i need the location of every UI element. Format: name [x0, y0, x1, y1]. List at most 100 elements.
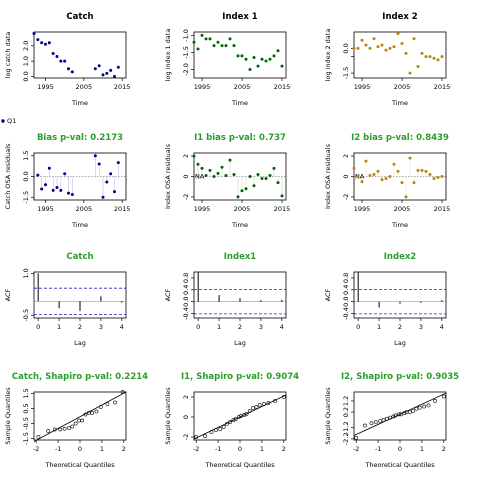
y-axis-label: log index 2 data [324, 29, 332, 82]
x-tick-label: 0 [356, 323, 360, 331]
x-tick-label: 2 [122, 445, 126, 453]
data-point [51, 51, 55, 55]
y-tick-label: 1.5 [22, 388, 30, 398]
data-point [105, 180, 109, 184]
qq-point [77, 418, 81, 423]
x-axis-label: Time [391, 221, 408, 229]
qq-point [378, 419, 383, 423]
qq-point [397, 412, 401, 417]
x-tick-label: 2 [442, 445, 446, 453]
qq-point [407, 410, 412, 414]
data-point [400, 42, 404, 45]
qq-point [433, 399, 437, 403]
y-tick-label: 0.0 [342, 297, 350, 307]
data-point [59, 188, 63, 192]
chart-title: I1, Shapiro p-val: 0.9074 [181, 372, 299, 382]
qq-point [388, 415, 393, 420]
data-point [70, 70, 74, 74]
x-tick-label: 4 [120, 323, 124, 331]
data-point [408, 156, 412, 160]
data-point [408, 71, 412, 75]
x-tick-label: 1 [100, 445, 104, 453]
data-point [268, 57, 272, 61]
qq-point [80, 418, 85, 423]
y-tick-label: -2 [182, 194, 190, 200]
qq-point [257, 403, 262, 407]
x-tick-label: 2005 [76, 205, 93, 213]
data-point [109, 172, 113, 176]
qq-point [411, 409, 416, 413]
data-point [32, 32, 36, 36]
panel-index2-qq: I2, Shapiro p-val: 0.9035 Theoretical Qua… [324, 372, 459, 469]
data-point [416, 65, 420, 68]
qq-point [83, 412, 88, 417]
y-tick-label: -1.5 [22, 432, 30, 445]
data-point [392, 45, 396, 49]
x-tick-label: -1 [215, 445, 221, 453]
chart-title: Catch [66, 252, 93, 262]
y-tick-label: -0.5 [22, 309, 30, 322]
data-point [256, 64, 260, 68]
data-point [216, 171, 220, 175]
x-tick-label: 2015 [274, 205, 291, 213]
data-point [384, 48, 388, 52]
qq-point [399, 412, 403, 417]
data-point [232, 44, 236, 48]
data-point [97, 64, 101, 68]
qq-point [94, 409, 99, 414]
y-tick-label: 0 [342, 174, 350, 178]
y-axis-label: Sample Quantiles [4, 387, 12, 445]
y-tick-label: -0.4 [342, 307, 350, 320]
data-point [244, 187, 248, 191]
y-tick-label: 0.0 [22, 71, 30, 81]
y-axis-label: log index 1 data [164, 29, 172, 82]
x-tick-label: 3 [259, 323, 263, 331]
data-point [192, 40, 196, 44]
data-point [224, 44, 228, 48]
data-point [368, 46, 372, 50]
data-point [352, 166, 356, 170]
y-axis-label: ACF [164, 288, 172, 301]
data-point [372, 172, 376, 176]
data-point [44, 42, 47, 46]
panel-index1-qq: I1, Shapiro p-val: 0.9074 Theoretical Qua… [164, 372, 299, 469]
x-tick-label: 1 [260, 445, 264, 453]
x-tick-label: 0 [238, 445, 242, 453]
qq-point [402, 411, 407, 416]
chart-title: Bias p-val: 0.2173 [37, 133, 123, 143]
data-point [380, 43, 384, 47]
y-tick-label: 0 [182, 415, 190, 419]
data-point [244, 57, 248, 61]
data-point [212, 175, 216, 178]
data-point [116, 161, 120, 165]
x-tick-label: 1995 [37, 83, 54, 91]
data-point [47, 166, 51, 170]
x-axis-label: Time [71, 221, 88, 229]
data-point [360, 180, 364, 184]
data-point [93, 67, 97, 71]
data-point [280, 64, 284, 68]
y-tick-label: 0.8 [342, 273, 350, 283]
qq-point [113, 400, 117, 405]
x-tick-label: 2 [398, 323, 402, 331]
data-point [63, 172, 67, 176]
data-point [105, 71, 109, 75]
data-point [268, 173, 272, 177]
y-tick-label: 2 [182, 395, 190, 399]
y-axis-label: Sample Quantiles [164, 387, 172, 445]
x-tick-label: 2015 [114, 83, 131, 91]
y-tick-label: -1.5 [22, 191, 30, 204]
data-point [256, 172, 260, 176]
y-tick-label: 2.0 [22, 41, 30, 51]
x-tick-label: -2 [33, 445, 39, 453]
qq-point [381, 418, 386, 422]
data-point [280, 194, 284, 198]
data-point [204, 173, 208, 177]
data-point [67, 191, 70, 195]
data-point [97, 162, 101, 166]
x-tick-label: 1 [217, 323, 221, 331]
x-axis-label: Time [71, 99, 88, 107]
data-point [59, 59, 63, 63]
y-tick-label: 0.0 [182, 297, 190, 307]
data-point [116, 65, 120, 69]
